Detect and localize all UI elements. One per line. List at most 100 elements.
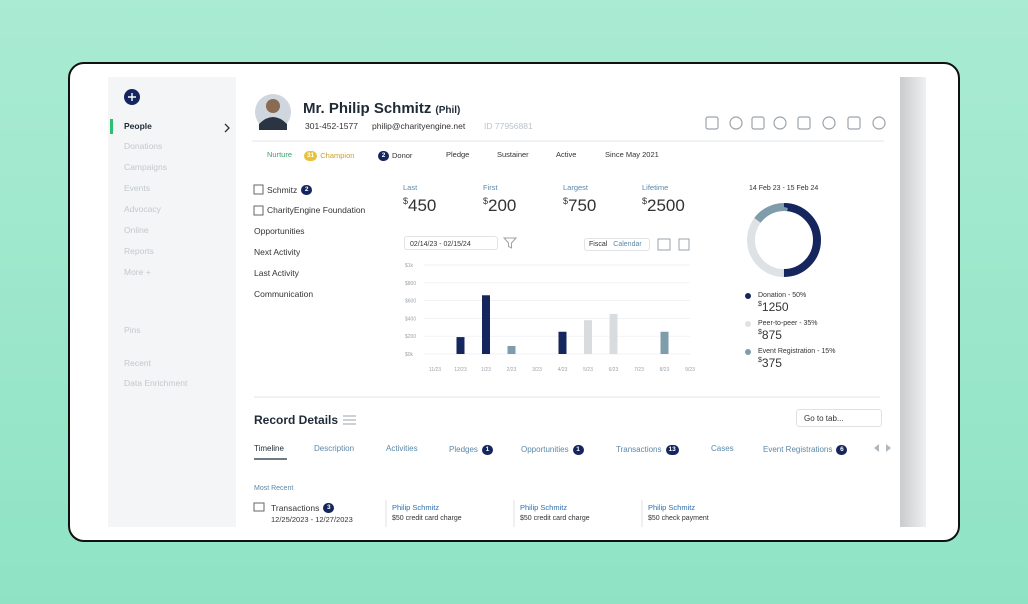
stat-label: Last bbox=[403, 183, 418, 192]
legend-label: Donation - 50% bbox=[758, 292, 807, 299]
tab[interactable]: Transactions 13 bbox=[616, 445, 679, 455]
tab[interactable]: Pledges 1 bbox=[449, 445, 493, 455]
stat-amount: 2500 bbox=[647, 196, 685, 215]
legend-symbol: $ bbox=[758, 357, 762, 364]
tab-badge: 6 bbox=[836, 445, 848, 455]
stat-amount: 750 bbox=[568, 196, 597, 215]
link-label: Communication bbox=[254, 289, 314, 299]
shadow bbox=[900, 77, 926, 527]
tag-label: Champion bbox=[320, 151, 355, 160]
legend-symbol: $ bbox=[758, 329, 762, 336]
tag[interactable]: 2 Donor bbox=[378, 151, 412, 161]
legend-amount-value: 375 bbox=[761, 356, 782, 370]
donut-date[interactable]: 14 Feb 23 - 15 Feb 24 bbox=[749, 185, 819, 192]
legend-amount: $375 bbox=[758, 357, 782, 369]
x-tick-label: 1/23 bbox=[481, 367, 491, 373]
tab[interactable]: Cases bbox=[711, 445, 734, 453]
tab-badge: 1 bbox=[572, 445, 584, 455]
link-label: Last Activity bbox=[254, 268, 299, 278]
y-tick-label: $600 bbox=[405, 299, 416, 305]
goto-select[interactable]: Go to tab... bbox=[796, 409, 882, 427]
nav-item[interactable]: Recent bbox=[124, 358, 151, 368]
link-badge: 2 bbox=[301, 185, 313, 195]
tab-label: Event Registrations bbox=[763, 444, 833, 454]
action-icon bbox=[847, 116, 861, 130]
tag[interactable]: Nurture bbox=[267, 151, 292, 159]
tab[interactable]: Timeline bbox=[254, 445, 284, 453]
nav-item[interactable]: Events bbox=[124, 183, 150, 193]
group-label[interactable]: Transactions 3 bbox=[271, 503, 335, 513]
link-icon bbox=[253, 205, 264, 216]
tag-label: Pledge bbox=[446, 150, 470, 159]
bar bbox=[482, 295, 490, 354]
tab-label: Description bbox=[314, 444, 355, 453]
nav-item[interactable]: Data Enrichment bbox=[124, 378, 188, 388]
legend-label: Event Registration - 15% bbox=[758, 348, 836, 355]
nav-item[interactable]: People bbox=[124, 121, 152, 131]
info-link[interactable]: CharityEngine Foundation bbox=[267, 206, 365, 215]
card-text: $50 credit card charge bbox=[520, 515, 590, 522]
info-link[interactable]: Schmitz 2 bbox=[267, 185, 313, 195]
legend-symbol: $ bbox=[758, 301, 762, 308]
x-tick-label: 3/23 bbox=[532, 367, 542, 373]
x-tick-label: 2/23 bbox=[507, 367, 517, 373]
nav-item[interactable]: Pins bbox=[124, 325, 141, 335]
tag[interactable]: Active bbox=[556, 151, 576, 159]
y-tick-label: $200 bbox=[405, 334, 416, 340]
stat-value: $450 bbox=[403, 197, 436, 215]
x-tick-label: 8/23 bbox=[660, 367, 670, 373]
legend-amount-value: 875 bbox=[761, 328, 782, 342]
filter-icon bbox=[502, 237, 518, 249]
stat-value: $200 bbox=[483, 197, 516, 215]
tab[interactable]: Description bbox=[314, 445, 354, 453]
donut-segment bbox=[747, 203, 821, 277]
nickname: (Phil) bbox=[435, 105, 461, 116]
group-badge: 3 bbox=[323, 503, 335, 513]
nav-item[interactable]: Donations bbox=[124, 141, 163, 151]
stat-symbol: $ bbox=[642, 196, 648, 206]
nav-item[interactable]: More + bbox=[124, 267, 151, 277]
y-tick-label: $800 bbox=[405, 281, 416, 287]
legend-amount: $875 bbox=[758, 329, 782, 341]
period-toggle[interactable]: Fiscal Calendar bbox=[584, 238, 650, 251]
card-title[interactable]: Philip Schmitz bbox=[648, 503, 696, 512]
tag[interactable]: Since May 2021 bbox=[605, 151, 659, 159]
x-tick-label: 6/23 bbox=[609, 367, 619, 373]
tab[interactable]: Event Registrations 6 bbox=[763, 444, 848, 455]
nav-active bbox=[110, 119, 113, 134]
info-link[interactable]: Opportunities bbox=[254, 227, 305, 236]
tag-label: Since May 2021 bbox=[605, 150, 659, 159]
date-filter[interactable]: 02/14/23 - 02/15/24 bbox=[404, 236, 498, 250]
info-link[interactable]: Next Activity bbox=[254, 248, 300, 257]
link-label: Next Activity bbox=[254, 247, 301, 257]
nav-item[interactable]: Campaigns bbox=[124, 162, 167, 172]
email[interactable]: philip@charityengine.net bbox=[372, 121, 466, 131]
legend-label: Peer-to-peer - 35% bbox=[758, 320, 818, 327]
fiscal: Fiscal bbox=[589, 241, 608, 248]
nav-item[interactable]: Advocacy bbox=[124, 204, 161, 214]
stat-label: First bbox=[483, 183, 498, 192]
action-icon bbox=[705, 116, 719, 130]
info-link[interactable]: Last Activity bbox=[254, 269, 299, 278]
bar bbox=[507, 345, 516, 354]
tag-label: Active bbox=[556, 150, 577, 159]
x-tick-label: 12/23 bbox=[454, 367, 467, 373]
tag[interactable]: 31 Champion bbox=[304, 151, 354, 161]
record-id: ID 77956881 bbox=[484, 121, 533, 131]
bar bbox=[456, 337, 465, 354]
card-title[interactable]: Philip Schmitz bbox=[520, 503, 568, 512]
nav-item[interactable]: Online bbox=[124, 225, 149, 235]
tag[interactable]: Pledge bbox=[446, 151, 469, 159]
card-title[interactable]: Philip Schmitz bbox=[392, 503, 440, 512]
tag[interactable]: Sustainer bbox=[497, 151, 529, 159]
tab[interactable]: Opportunities 1 bbox=[521, 445, 584, 455]
legend-dot bbox=[745, 321, 751, 327]
info-link[interactable]: Communication bbox=[254, 290, 313, 299]
tag-badge: 31 bbox=[304, 151, 318, 161]
tab[interactable]: Activities bbox=[386, 445, 418, 453]
stat-value: $750 bbox=[563, 196, 597, 215]
nav-item[interactable]: Reports bbox=[124, 246, 154, 256]
